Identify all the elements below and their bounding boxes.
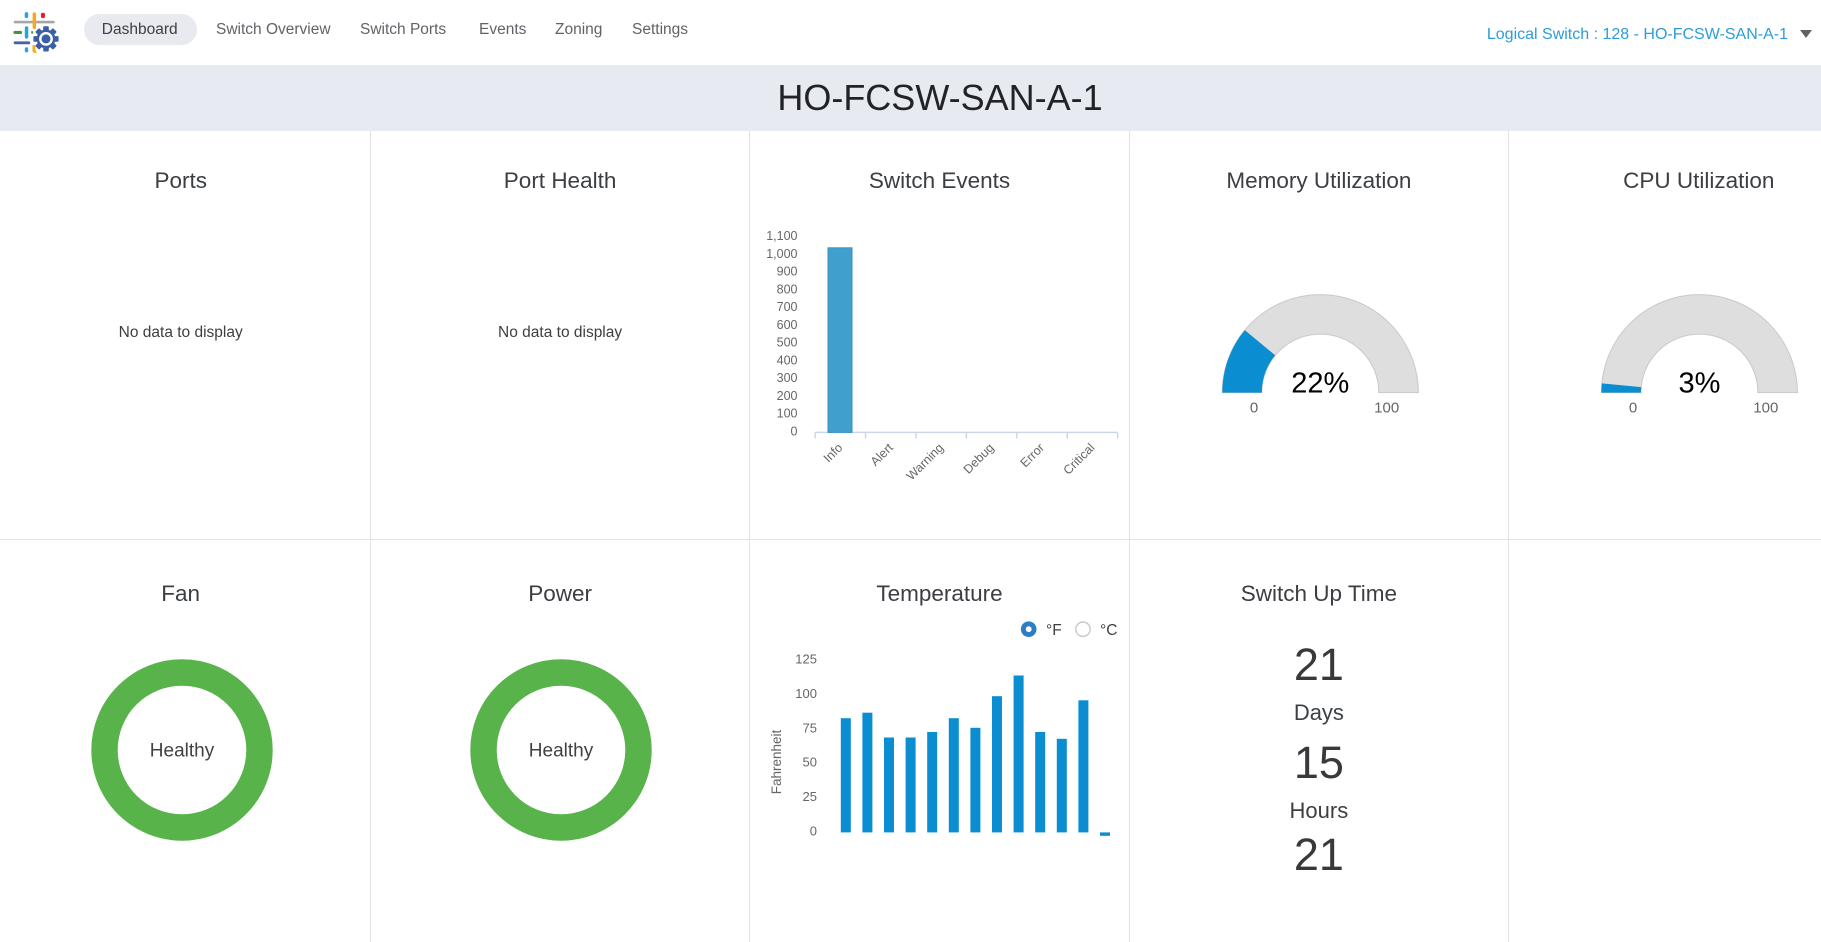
svg-text:200: 200 <box>777 389 798 403</box>
svg-text:Debug: Debug <box>961 441 997 477</box>
svg-text:75: 75 <box>803 720 817 735</box>
svg-text:Fahrenheit: Fahrenheit <box>769 729 784 794</box>
svg-text:400: 400 <box>777 353 798 367</box>
svg-text:1,100: 1,100 <box>767 229 798 243</box>
svg-text:100: 100 <box>1753 400 1778 417</box>
svg-text:°F: °F <box>1046 622 1062 639</box>
svg-text:600: 600 <box>777 318 798 332</box>
svg-text:Alert: Alert <box>868 440 896 468</box>
svg-text:100: 100 <box>777 407 798 421</box>
svg-text:Error: Error <box>1018 441 1048 471</box>
svg-text:0: 0 <box>1250 400 1258 417</box>
svg-text:25: 25 <box>803 789 817 804</box>
svg-text:Critical: Critical <box>1061 441 1098 478</box>
svg-text:100: 100 <box>1374 400 1399 417</box>
svg-text:0: 0 <box>810 823 817 838</box>
svg-text:0: 0 <box>791 424 798 438</box>
svg-text:900: 900 <box>777 265 798 279</box>
svg-text:500: 500 <box>777 336 798 350</box>
svg-text:°C: °C <box>1100 622 1117 639</box>
svg-text:125: 125 <box>796 651 818 666</box>
svg-text:50: 50 <box>803 754 817 769</box>
svg-text:300: 300 <box>777 371 798 385</box>
svg-text:0: 0 <box>1629 400 1637 417</box>
svg-text:3%: 3% <box>1679 368 1721 400</box>
svg-text:22%: 22% <box>1291 368 1349 400</box>
svg-text:Healthy: Healthy <box>149 741 214 762</box>
svg-text:700: 700 <box>777 300 798 314</box>
svg-text:Info: Info <box>821 441 846 466</box>
svg-text:Healthy: Healthy <box>529 741 594 762</box>
svg-text:Warning: Warning <box>904 441 947 484</box>
svg-text:100: 100 <box>796 685 818 700</box>
svg-text:800: 800 <box>777 282 798 296</box>
svg-text:1,000: 1,000 <box>767 247 798 261</box>
